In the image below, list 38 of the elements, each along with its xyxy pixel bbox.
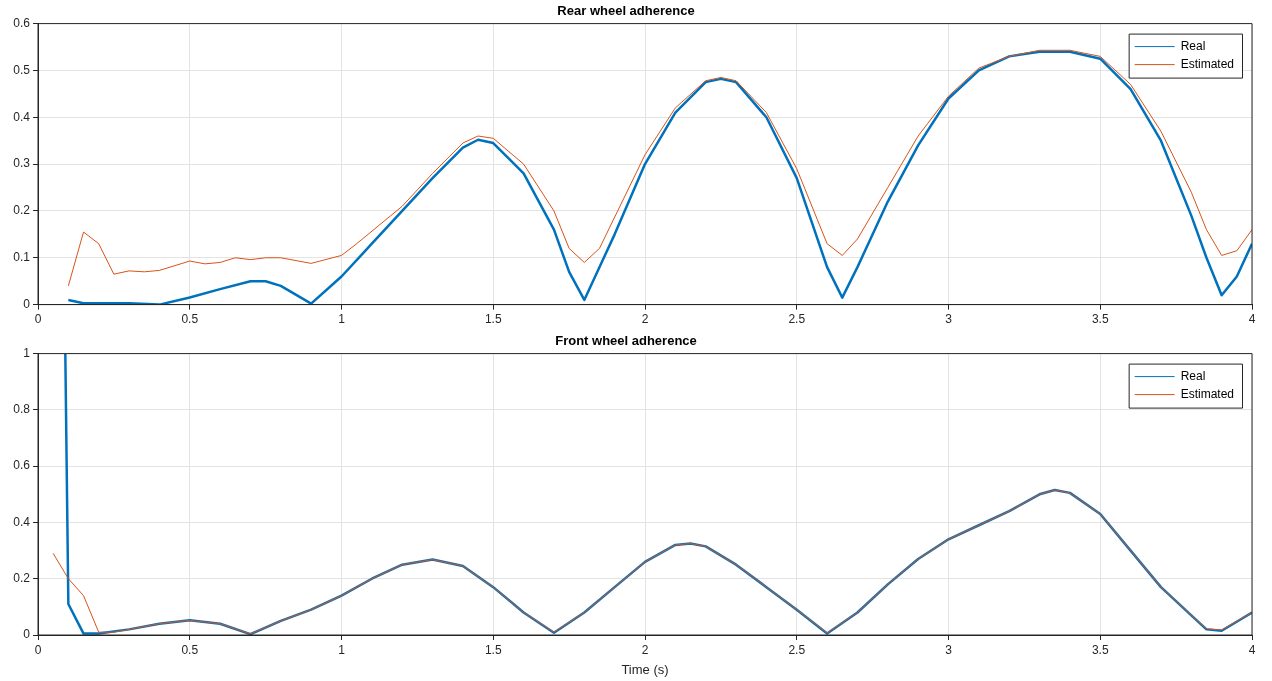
x-tick-label: 2.5 — [788, 642, 806, 657]
y-tick-label: 0 — [23, 627, 31, 642]
y-tick-label: 0.5 — [13, 62, 31, 77]
x-tick-label: 1 — [338, 312, 346, 327]
y-tick-label: 0.4 — [13, 514, 31, 529]
y-tick-label: 0.4 — [13, 109, 31, 124]
y-tick-label: 0.6 — [13, 15, 31, 30]
x-tick-label: 2.5 — [788, 312, 806, 327]
x-tick-label: 3.5 — [1091, 642, 1109, 657]
x-tick-label: 0.5 — [181, 642, 199, 657]
y-tick-label: 0.8 — [13, 402, 31, 417]
x-tick-label: 2 — [641, 312, 649, 327]
legend-label: Real — [1180, 38, 1206, 53]
y-tick-label: 0.2 — [13, 571, 31, 586]
x-tick-label: 0.5 — [181, 312, 199, 327]
y-tick-label: 0.3 — [13, 156, 31, 171]
x-tick-label: 3 — [945, 312, 953, 327]
y-tick-label: 0.6 — [13, 458, 31, 473]
x-tick-label: 3 — [945, 642, 953, 657]
x-tick-label: 1.5 — [484, 642, 502, 657]
x-axis-title: Time (s) — [621, 661, 669, 677]
x-tick-label: 4 — [1248, 312, 1256, 327]
x-tick-label: 1.5 — [484, 312, 502, 327]
legend-label: Estimated — [1180, 386, 1234, 401]
x-tick-label: 0 — [34, 642, 42, 657]
x-tick-label: 4 — [1248, 642, 1256, 657]
y-tick-label: 0.2 — [13, 203, 31, 218]
legend-label: Estimated — [1180, 56, 1234, 71]
y-tick-label: 1 — [23, 345, 31, 360]
chart-title: Rear wheel adherence — [557, 3, 695, 19]
x-tick-label: 3.5 — [1091, 312, 1109, 327]
legend-label: Real — [1180, 368, 1206, 383]
x-tick-label: 1 — [338, 642, 346, 657]
x-tick-label: 0 — [34, 312, 42, 327]
y-tick-label: 0 — [23, 296, 31, 311]
x-tick-label: 2 — [641, 642, 649, 657]
y-tick-label: 0.1 — [13, 250, 31, 265]
chart-title: Front wheel adherence — [555, 333, 697, 349]
